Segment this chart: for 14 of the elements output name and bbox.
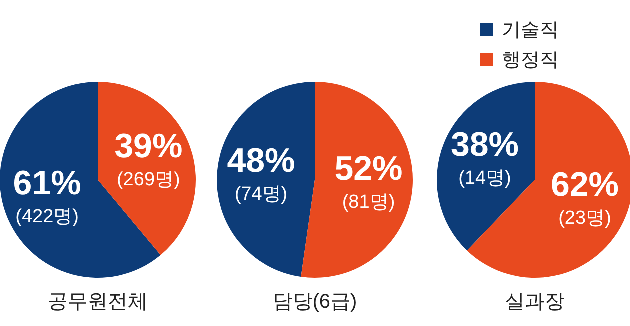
legend-label: 행정직 — [502, 50, 559, 71]
legend-label: 기술직 — [502, 20, 559, 41]
data-label: 62% (23명) — [550, 166, 620, 230]
text: 공무원전체 — [48, 291, 148, 313]
pie-slice — [437, 82, 535, 251]
data-label: 38% (14명) — [450, 126, 520, 189]
data-label: 52% (81명) — [334, 150, 403, 213]
data-label: 61% (422명) — [13, 164, 82, 228]
pie-slice — [217, 82, 315, 278]
pie-slice — [301, 82, 413, 278]
data-label: 48% (74명) — [227, 142, 296, 206]
data-label: 39% (269명) — [114, 128, 183, 191]
text: 실과장 — [505, 291, 565, 313]
text: 담당(6급) — [272, 291, 358, 313]
